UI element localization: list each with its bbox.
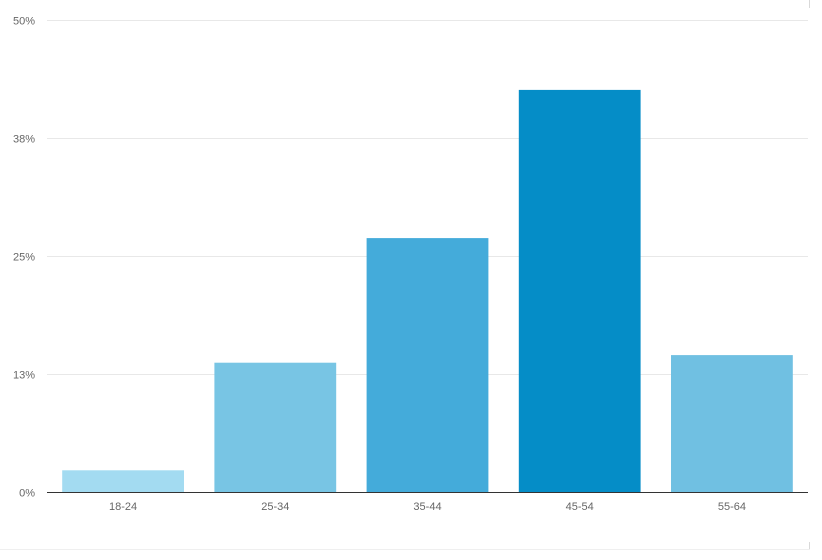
frame-corner-top-right [809,0,810,8]
bars [62,89,793,493]
x-tick-label: 55-64 [718,501,746,513]
y-tick-label: 38% [13,134,35,146]
y-tick-label: 0% [19,488,35,500]
y-axis-tick-labels: 0% 13% 25% 38% 50% [13,16,35,500]
frame-bottom-edge [0,549,810,550]
bar-25-34[interactable] [214,362,337,492]
bar-45-54[interactable] [518,89,641,493]
bar-55-64[interactable] [671,355,793,492]
x-tick-label: 45-54 [566,501,594,513]
x-axis-tick-labels: 18-24 25-34 35-44 45-54 55-64 [109,501,746,513]
x-tick-label: 35-44 [413,501,441,513]
y-tick-label: 50% [13,16,35,28]
bar-18-24[interactable] [62,470,185,492]
y-tick-label: 25% [13,252,35,264]
x-tick-label: 18-24 [109,501,137,513]
x-tick-label: 25-34 [261,501,289,513]
y-tick-label: 13% [13,370,35,382]
frame-corner-bottom-right [809,542,810,550]
bar-35-44[interactable] [366,238,489,492]
